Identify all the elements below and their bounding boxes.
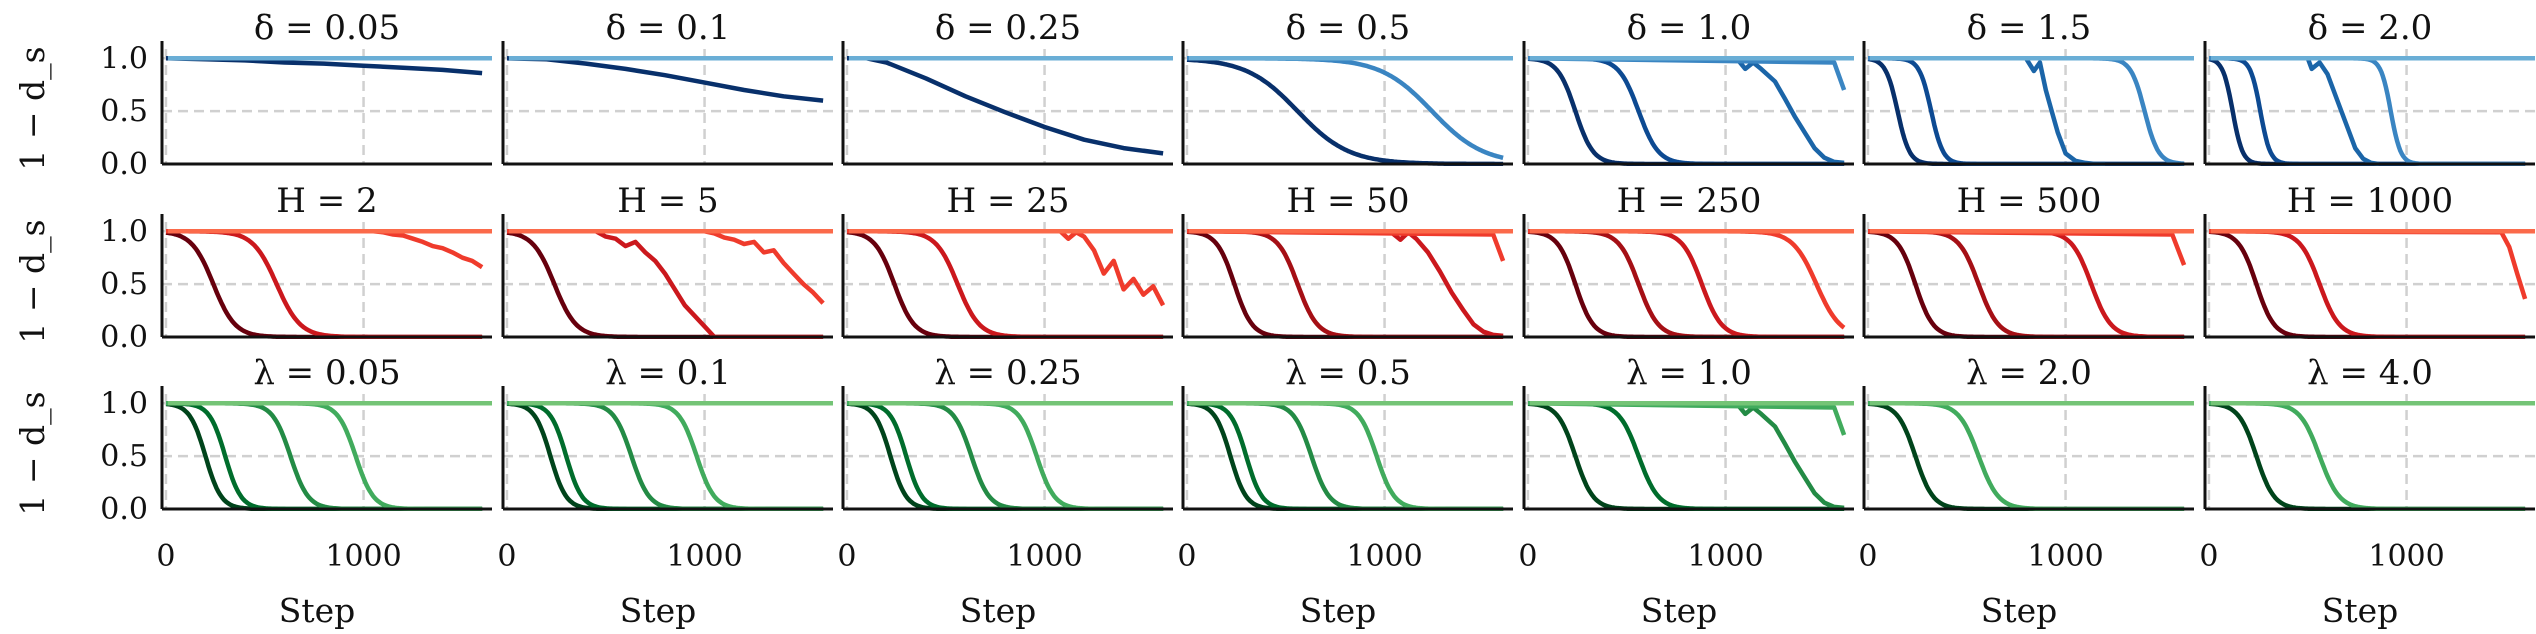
panel-lambda-5: λ = 2.0 0 1000 Step bbox=[1858, 353, 2194, 630]
series-line-3 bbox=[1527, 56, 1847, 91]
panel-title: λ = 1.0 bbox=[1626, 353, 1752, 393]
y-tick-label: 0.0 bbox=[100, 492, 148, 527]
x-tick-label: 1000 bbox=[666, 539, 742, 574]
series-line-0 bbox=[506, 56, 824, 103]
x-tick-label: 1000 bbox=[2027, 539, 2103, 574]
x-axis-label: Step bbox=[279, 591, 356, 630]
panel-delta-2: δ = 0.25 bbox=[841, 8, 1173, 166]
panel-delta-0: δ = 0.05 0.0 0.5 1.0 bbox=[100, 8, 492, 182]
y-tick-label: 0.5 bbox=[100, 439, 148, 474]
y-tick-label: 1.0 bbox=[100, 386, 148, 421]
panel-title: δ = 0.5 bbox=[1286, 8, 1411, 48]
y-tick-label: 1.0 bbox=[100, 214, 148, 249]
panel-title: λ = 0.05 bbox=[253, 353, 400, 393]
y-axis-label: 1 − d_s bbox=[13, 219, 53, 343]
x-tick-label: 1000 bbox=[325, 539, 401, 574]
x-axis-label: Step bbox=[1981, 591, 2058, 630]
panel-H-2: H = 25 bbox=[841, 181, 1173, 339]
x-tick-label: 0 bbox=[497, 539, 516, 574]
panel-title: λ = 0.25 bbox=[934, 353, 1081, 393]
panel-H-0: H = 2 0.0 0.5 1.0 bbox=[100, 181, 492, 355]
x-axis-label: Step bbox=[960, 591, 1037, 630]
panel-H-1: H = 5 bbox=[501, 181, 833, 339]
series-line-2 bbox=[847, 229, 1166, 307]
panel-title: δ = 2.0 bbox=[2308, 8, 2433, 48]
series-line-3 bbox=[1186, 229, 1506, 262]
panel-delta-3: δ = 0.5 bbox=[1181, 8, 1513, 166]
y-tick-label: 0.0 bbox=[100, 147, 148, 182]
series-line-2 bbox=[166, 229, 484, 270]
panel-H-5: H = 500 bbox=[1862, 181, 2194, 339]
series-line-1 bbox=[1186, 56, 1504, 160]
x-tick-label: 1000 bbox=[1687, 539, 1763, 574]
x-tick-label: 1000 bbox=[2368, 539, 2444, 574]
panel-title: H = 25 bbox=[946, 181, 1069, 221]
x-tick-label: 0 bbox=[2199, 539, 2218, 574]
panel-delta-5: δ = 1.5 bbox=[1862, 8, 2194, 166]
panel-H-6: H = 1000 bbox=[2203, 181, 2535, 339]
panel-title: H = 5 bbox=[617, 181, 718, 221]
x-tick-label: 1000 bbox=[1006, 539, 1082, 574]
y-tick-label: 0.0 bbox=[100, 320, 148, 355]
x-tick-label: 0 bbox=[837, 539, 856, 574]
y-axis-label: 1 − d_s bbox=[13, 46, 53, 170]
y-tick-label: 1.0 bbox=[100, 41, 148, 76]
panel-title: δ = 0.25 bbox=[935, 8, 1081, 48]
x-tick-label: 0 bbox=[1858, 539, 1877, 574]
panel-lambda-0: λ = 0.05 0.0 0.5 1.0 0 1000 Step bbox=[100, 353, 492, 630]
panel-title: λ = 4.0 bbox=[2307, 353, 2433, 393]
x-axis-label: Step bbox=[620, 591, 697, 630]
panel-title: δ = 1.5 bbox=[1967, 8, 2092, 48]
series-line-3 bbox=[1867, 229, 2187, 266]
x-tick-label: 0 bbox=[156, 539, 175, 574]
panel-title: δ = 0.1 bbox=[606, 8, 731, 48]
series-line-2 bbox=[507, 229, 825, 305]
series-line-0 bbox=[847, 56, 1164, 156]
panel-lambda-2: λ = 0.25 0 1000 Step bbox=[837, 353, 1173, 630]
x-tick-label: 0 bbox=[1518, 539, 1537, 574]
series-line-3 bbox=[1527, 401, 1847, 436]
panel-lambda-3: λ = 0.5 0 1000 Step bbox=[1177, 353, 1513, 630]
panel-title: λ = 0.5 bbox=[1285, 353, 1411, 393]
panel-title: λ = 0.1 bbox=[605, 353, 731, 393]
panel-title: H = 2 bbox=[276, 181, 377, 221]
panel-delta-1: δ = 0.1 bbox=[501, 8, 833, 166]
y-tick-label: 0.5 bbox=[100, 94, 148, 129]
panel-title: δ = 1.0 bbox=[1627, 8, 1752, 48]
series-line-2 bbox=[2209, 56, 2380, 166]
panel-H-4: H = 250 bbox=[1522, 181, 1854, 339]
panel-delta-4: δ = 1.0 bbox=[1522, 8, 1854, 166]
panel-delta-6: δ = 2.0 bbox=[2203, 8, 2535, 166]
panel-title: λ = 2.0 bbox=[1966, 353, 2092, 393]
panel-lambda-4: λ = 1.0 0 1000 Step bbox=[1518, 353, 1854, 630]
y-tick-label: 0.5 bbox=[100, 267, 148, 302]
panel-title: H = 250 bbox=[1617, 181, 1762, 221]
y-axis-label: 1 − d_s bbox=[13, 391, 53, 515]
x-axis-label: Step bbox=[1300, 591, 1377, 630]
x-axis-label: Step bbox=[2322, 591, 2399, 630]
x-axis-label: Step bbox=[1641, 591, 1718, 630]
x-tick-label: 0 bbox=[1177, 539, 1196, 574]
panel-title: δ = 0.05 bbox=[254, 8, 400, 48]
x-tick-label: 1000 bbox=[1346, 539, 1422, 574]
panel-title: H = 500 bbox=[1957, 181, 2102, 221]
panel-title: H = 50 bbox=[1286, 181, 1409, 221]
panel-lambda-6: λ = 4.0 0 1000 Step bbox=[2199, 353, 2535, 630]
panel-H-3: H = 50 bbox=[1181, 181, 1513, 339]
panel-lambda-1: λ = 0.1 0 1000 Step bbox=[497, 353, 833, 630]
panel-title: H = 1000 bbox=[2287, 181, 2453, 221]
